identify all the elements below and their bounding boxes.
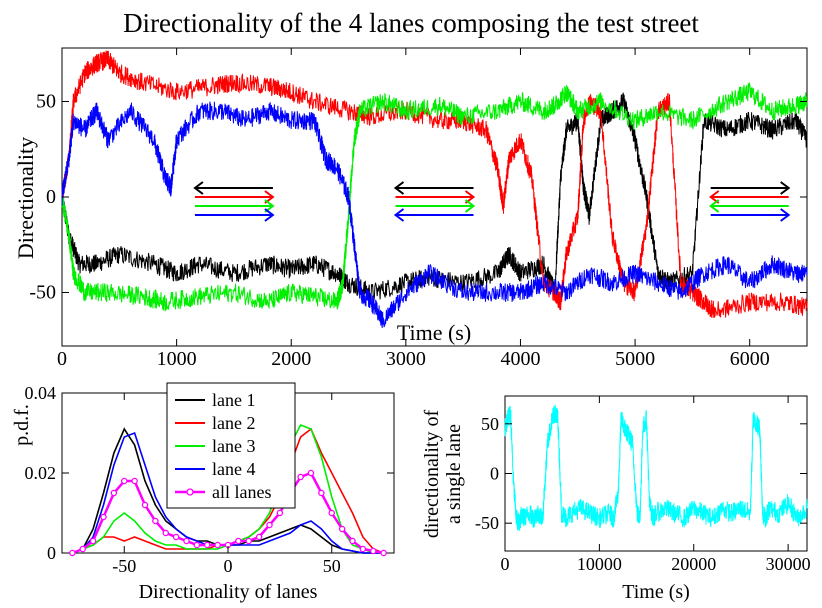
single-x-axis-label: Time (s) (622, 581, 690, 603)
pdf-marker-all-lanes (297, 473, 304, 481)
x-tick-label: 0 (224, 556, 233, 576)
y-tick-label: 0 (490, 464, 499, 484)
pdf-marker-all-lanes (172, 533, 180, 541)
series-line-lane4 (61, 101, 808, 328)
pdf-marker-all-lanes (276, 509, 284, 517)
series-line-lane2 (61, 50, 808, 319)
y-tick-label: 0.04 (25, 383, 57, 403)
pdf-marker-all-lanes (255, 533, 263, 541)
series-line-lane3 (61, 81, 808, 313)
series-line-lane1 (61, 92, 808, 301)
pdf-legend: lane 1 lane 2 lane 3 lane 4 all lanes (166, 382, 296, 509)
top-x-ticks: 0 1000 2000 3000 4000 5000 6000 (57, 48, 770, 370)
pdf-marker-all-lanes (214, 541, 221, 549)
pdf-marker-all-lanes (380, 549, 387, 557)
pdf-marker-all-lanes (162, 529, 169, 537)
pdf-marker-all-lanes (152, 517, 159, 525)
x-tick-label: 30000 (766, 554, 811, 574)
direction-arrow-head-lane3 (464, 199, 476, 213)
pdf-marker-all-lanes (203, 541, 211, 549)
y-tick-label: 50 (36, 90, 56, 112)
x-tick-label: -50 (112, 556, 136, 576)
x-tick-label: 4000 (500, 348, 540, 370)
pdf-marker-all-lanes (141, 501, 149, 509)
pdf-marker-all-lanes (266, 521, 273, 529)
pdf-marker-all-lanes (307, 469, 315, 477)
direction-arrow-head-lane4 (780, 208, 791, 222)
legend-label-lane2: lane 2 (212, 413, 255, 433)
top-y-ticks: -50 0 50 (29, 90, 807, 304)
pdf-x-axis-label: Directionality of lanes (139, 581, 318, 603)
direction-arrow-head-lane4 (393, 208, 405, 222)
x-tick-label: 0 (501, 554, 510, 574)
single-lane-plot: 0 10000 20000 30000 -50 0 50 Time (s) directi… (421, 395, 811, 603)
single-series-group (504, 404, 808, 531)
pdf-marker-all-lanes (100, 513, 107, 521)
pdf-marker-all-lanes (121, 477, 128, 485)
single-x-ticks: 0 10000 20000 30000 (501, 396, 811, 574)
direction-arrow-head-lane4 (264, 208, 275, 222)
x-tick-label: 10000 (577, 554, 622, 574)
y-tick-label: -50 (475, 513, 499, 533)
pdf-y-axis-label: p.d.f. (11, 404, 33, 446)
legend-label-lane4: lane 4 (212, 459, 255, 479)
legend-label-lane3: lane 3 (212, 436, 255, 456)
pdf-y-ticks: 0 0.02 0.04 (25, 383, 394, 563)
series-line-single-lane (504, 404, 808, 531)
pdf-marker-all-lanes (359, 545, 367, 553)
direction-arrow-head-lane3 (709, 199, 720, 213)
direction-arrow-head-lane1 (393, 181, 405, 195)
pdf-marker-all-lanes (69, 549, 76, 557)
single-y-axis-label-line1: directionality of (421, 410, 443, 539)
direction-arrows-group (193, 181, 791, 222)
pdf-marker-all-lanes (349, 537, 356, 545)
x-tick-label: 6000 (730, 348, 770, 370)
top-y-axis-label: Directionality (13, 137, 38, 259)
y-tick-label: 0 (46, 186, 56, 208)
x-tick-label: 0 (57, 348, 67, 370)
direction-arrow-head-lane1 (193, 181, 204, 195)
pdf-marker-all-lanes (79, 545, 87, 553)
y-tick-label: 50 (481, 414, 499, 434)
pdf-marker-all-lanes (193, 541, 201, 549)
top-series-group (61, 50, 808, 328)
x-tick-label: 3000 (386, 348, 426, 370)
x-tick-label: 5000 (615, 348, 655, 370)
x-tick-label: 20000 (671, 554, 716, 574)
top-x-axis-label: Time (s) (397, 320, 471, 345)
x-tick-label: 50 (323, 556, 341, 576)
x-tick-label: 2000 (271, 348, 311, 370)
top-time-series-plot: 0 1000 2000 3000 4000 5000 6000 -50 0 50 Time (s… (13, 47, 808, 370)
legend-label-lane1: lane 1 (212, 390, 255, 410)
figure-title: Directionality of the 4 lanes composing … (123, 8, 699, 38)
pdf-marker-all-lanes (89, 537, 97, 545)
pdf-marker-all-lanes (338, 525, 346, 533)
legend-label-all_lanes: all lanes (212, 482, 271, 502)
pdf-marker-all-lanes (235, 537, 242, 545)
pdf-x-ticks: -50 0 50 (112, 393, 341, 576)
single-y-axis-label-line2: a single lane (443, 424, 465, 524)
pdf-series-group (69, 423, 387, 557)
pdf-marker-all-lanes (183, 537, 190, 545)
pdf-marker-all-lanes (369, 547, 377, 555)
single-y-ticks: -50 0 50 (475, 414, 807, 533)
pdf-marker-all-lanes (318, 489, 325, 497)
y-tick-label: 0.02 (25, 463, 57, 483)
legend-marker-all-lanes (186, 488, 194, 496)
x-tick-label: 1000 (157, 348, 197, 370)
pdf-marker-all-lanes (328, 509, 335, 517)
pdf-marker-all-lanes (110, 489, 118, 497)
pdf-plot: -50 0 50 0 0.02 0.04 Directionality of lanes… (11, 382, 395, 603)
pdf-marker-all-lanes (245, 537, 252, 545)
pdf-marker-all-lanes (131, 477, 138, 485)
direction-arrow-head-lane1 (780, 181, 791, 195)
y-tick-label: -50 (29, 282, 56, 304)
y-tick-label: 0 (47, 543, 56, 563)
